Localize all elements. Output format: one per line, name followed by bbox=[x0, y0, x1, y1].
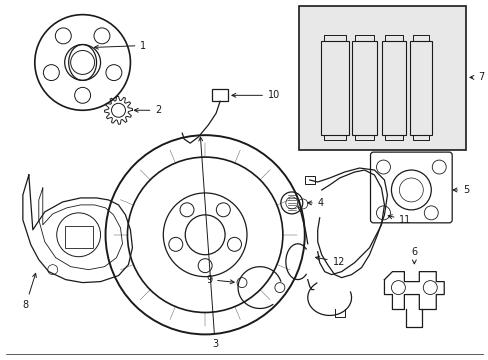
Text: 4: 4 bbox=[307, 198, 323, 208]
Bar bbox=[320, 41, 348, 135]
Text: 11: 11 bbox=[387, 215, 411, 225]
Text: 5: 5 bbox=[452, 185, 468, 195]
Text: 12: 12 bbox=[315, 256, 345, 267]
Bar bbox=[64, 226, 92, 248]
Text: 10: 10 bbox=[231, 90, 280, 100]
Bar bbox=[298, 6, 465, 150]
Bar bbox=[382, 41, 406, 135]
Text: 6: 6 bbox=[410, 247, 417, 264]
Bar bbox=[409, 41, 431, 135]
Bar bbox=[304, 176, 314, 184]
Text: 7: 7 bbox=[469, 72, 483, 82]
Bar bbox=[351, 41, 377, 135]
Text: 2: 2 bbox=[134, 105, 161, 115]
Text: 3: 3 bbox=[199, 137, 218, 349]
Text: 8: 8 bbox=[23, 273, 36, 310]
Text: 1: 1 bbox=[94, 41, 146, 50]
Text: 9: 9 bbox=[205, 275, 234, 285]
Bar bbox=[212, 89, 227, 101]
